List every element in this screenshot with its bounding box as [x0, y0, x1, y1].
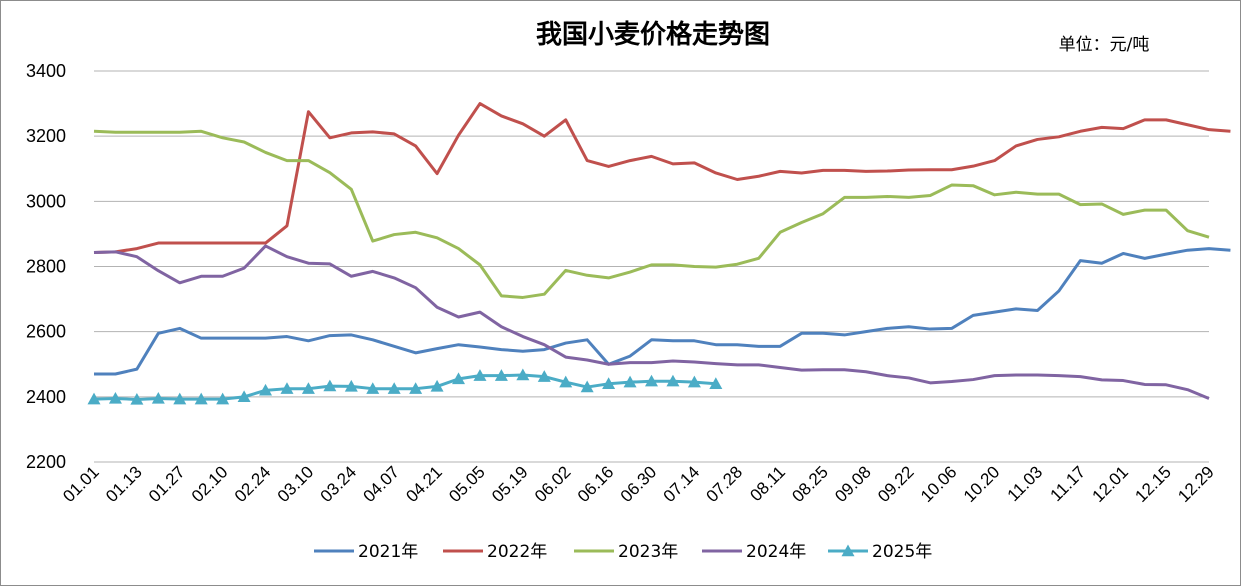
x-tick-label: 04.21	[402, 462, 446, 506]
data-point	[387, 382, 401, 394]
data-point	[173, 392, 187, 405]
x-tick-label: 08.11	[746, 462, 789, 505]
x-tick-label: 06.02	[531, 462, 575, 506]
x-tick-label: 09.22	[874, 462, 918, 506]
y-tick-label: 3200	[26, 126, 66, 146]
legend-label: 2021年	[358, 542, 418, 562]
series-line	[94, 247, 1231, 376]
data-point	[87, 392, 101, 405]
data-point	[344, 379, 358, 392]
y-tick-label: 2800	[26, 257, 66, 277]
x-tick-label: 07.28	[703, 462, 747, 506]
data-point	[430, 379, 444, 392]
legend-label: 2024年	[746, 542, 806, 562]
gridlines	[94, 70, 1209, 463]
x-tick-label: 10.20	[960, 462, 1004, 506]
y-tick-label: 2200	[26, 452, 66, 472]
series-line	[93, 373, 716, 401]
series-2024年	[93, 244, 1210, 400]
legend-item: 2025年	[828, 542, 932, 562]
x-tick-label: 12.29	[1174, 462, 1218, 506]
data-point	[259, 383, 273, 396]
data-point	[580, 380, 594, 393]
series-2025年	[87, 368, 723, 405]
y-axis-tick-labels: 2200 2400 2600 2800 3000 3200 3400	[26, 61, 66, 472]
data-point	[494, 369, 508, 381]
series-2023年	[93, 129, 1210, 299]
data-point	[151, 391, 165, 404]
data-point	[409, 382, 423, 394]
y-tick-label: 3000	[26, 191, 66, 211]
x-tick-label: 12.15	[1131, 462, 1175, 506]
data-point	[452, 372, 466, 385]
legend-item: 2023年	[574, 542, 678, 562]
legend-label: 2022年	[487, 542, 547, 562]
data-point	[323, 379, 337, 392]
x-tick-label: 03.24	[317, 462, 361, 506]
legend: 2021年 2022年 2023年 2024年 2025年	[314, 542, 932, 562]
x-tick-label: 01.13	[102, 462, 146, 506]
x-tick-label: 01.27	[145, 462, 189, 506]
y-tick-label: 3400	[26, 61, 66, 81]
legend-label: 2025年	[872, 542, 932, 562]
x-tick-label: 03.10	[274, 462, 318, 506]
data-point	[237, 390, 251, 403]
x-tick-label: 11.17	[1047, 462, 1090, 505]
legend-item: 2022年	[443, 542, 547, 562]
data-point	[559, 375, 573, 388]
y-tick-label: 2400	[26, 387, 66, 407]
x-tick-label: 02.24	[231, 462, 275, 506]
x-tick-label: 12.01	[1089, 462, 1133, 506]
data-point	[366, 382, 380, 394]
series-line	[93, 102, 1231, 254]
x-tick-label: 09.08	[831, 462, 875, 506]
data-point	[623, 375, 637, 388]
x-tick-label: 05.05	[445, 462, 489, 506]
data-point	[709, 377, 723, 389]
data-point	[108, 391, 122, 404]
data-point	[130, 392, 144, 405]
data-point	[194, 392, 208, 405]
data-point	[216, 392, 230, 405]
legend-label: 2023年	[618, 542, 678, 562]
legend-item: 2021年	[314, 542, 418, 562]
chart-title: 我国小麦价格走势图	[536, 19, 770, 50]
y-tick-label: 2600	[26, 322, 66, 342]
x-tick-label: 10.06	[917, 462, 961, 506]
x-tick-label: 02.10	[188, 462, 232, 506]
data-point	[602, 377, 616, 389]
legend-item: 2024年	[702, 542, 806, 562]
x-tick-label: 05.19	[488, 462, 532, 506]
x-tick-label: 08.25	[788, 462, 832, 506]
data-point	[687, 375, 701, 388]
series-line	[93, 244, 1210, 400]
legend-marker	[841, 544, 855, 557]
x-tick-label: 07.14	[660, 462, 704, 506]
data-point	[645, 374, 658, 387]
series-lines	[87, 102, 1231, 405]
data-point	[666, 374, 680, 387]
x-axis-tick-labels: 01.01 01.13 01.27 02.10 02.24 03.10 03.24 04.07…	[59, 462, 1218, 506]
series-2022年	[93, 102, 1231, 254]
series-line	[93, 129, 1210, 299]
unit-label: 单位：元/吨	[1059, 35, 1150, 55]
x-tick-label: 04.07	[360, 462, 404, 506]
x-tick-label: 06.16	[574, 462, 618, 506]
data-point	[280, 382, 294, 394]
x-tick-label: 06.30	[617, 462, 661, 506]
data-point	[473, 369, 487, 381]
x-tick-label: 11.03	[1004, 462, 1047, 505]
data-point	[516, 368, 530, 381]
data-point	[537, 370, 551, 382]
series-2021年	[94, 247, 1231, 376]
data-point	[301, 382, 315, 394]
